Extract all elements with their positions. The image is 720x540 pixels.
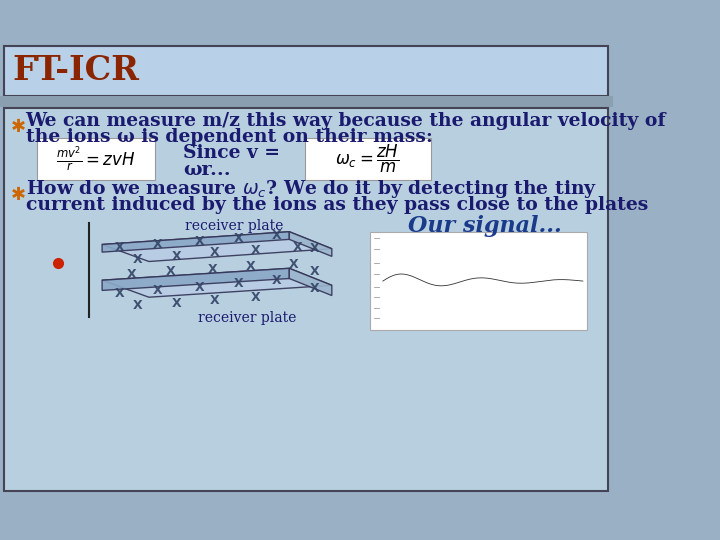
Text: X: X: [114, 241, 124, 254]
Text: Our signal...: Our signal...: [408, 215, 562, 237]
Text: FT-ICR: FT-ICR: [13, 55, 140, 87]
Text: ✱: ✱: [11, 186, 26, 204]
Text: X: X: [195, 234, 204, 247]
Text: X: X: [246, 260, 256, 273]
Text: We can measure m/z this way because the angular velocity of: We can measure m/z this way because the …: [25, 112, 666, 130]
Text: X: X: [153, 284, 162, 297]
Text: X: X: [251, 291, 260, 303]
Polygon shape: [102, 268, 289, 291]
FancyBboxPatch shape: [4, 109, 608, 491]
Text: X: X: [271, 228, 282, 241]
FancyBboxPatch shape: [4, 46, 608, 96]
Polygon shape: [102, 232, 289, 252]
Text: ωr...: ωr...: [183, 160, 230, 179]
Text: $\frac{mv^2}{r} = zvH$: $\frac{mv^2}{r} = zvH$: [56, 145, 136, 174]
Text: X: X: [153, 238, 162, 251]
Text: X: X: [195, 280, 204, 294]
Text: receiver plate: receiver plate: [185, 219, 283, 233]
Text: How do we measure $\omega_c$? We do it by detecting the tiny: How do we measure $\omega_c$? We do it b…: [25, 178, 597, 200]
Text: X: X: [271, 274, 282, 287]
Text: X: X: [166, 265, 175, 278]
Text: X: X: [293, 240, 302, 253]
Text: X: X: [127, 268, 137, 281]
FancyBboxPatch shape: [305, 138, 431, 180]
Text: X: X: [133, 253, 143, 266]
Text: X: X: [208, 262, 217, 275]
Polygon shape: [289, 268, 332, 295]
Text: X: X: [310, 282, 320, 295]
Text: X: X: [310, 265, 320, 278]
Text: X: X: [289, 258, 298, 271]
Text: receiver plate: receiver plate: [197, 312, 296, 326]
Text: X: X: [233, 277, 243, 290]
Text: Since v =: Since v =: [183, 144, 280, 161]
Text: X: X: [171, 296, 181, 309]
Polygon shape: [289, 232, 332, 256]
Text: ✱: ✱: [11, 118, 26, 136]
Polygon shape: [102, 232, 332, 261]
Text: X: X: [210, 294, 219, 307]
FancyBboxPatch shape: [370, 232, 587, 329]
Polygon shape: [102, 268, 332, 297]
Text: X: X: [133, 299, 143, 312]
Text: the ions ω is dependent on their mass:: the ions ω is dependent on their mass:: [25, 129, 433, 146]
Text: X: X: [310, 242, 320, 255]
Text: X: X: [233, 232, 243, 245]
Text: X: X: [171, 250, 181, 263]
Bar: [0, 97, 613, 106]
Text: X: X: [114, 287, 124, 300]
FancyBboxPatch shape: [37, 138, 155, 180]
Text: current induced by the ions as they pass close to the plates: current induced by the ions as they pass…: [25, 197, 648, 214]
Text: $\omega_c = \dfrac{zH}{m}$: $\omega_c = \dfrac{zH}{m}$: [336, 143, 400, 176]
Text: X: X: [210, 246, 219, 260]
Text: X: X: [251, 244, 260, 257]
